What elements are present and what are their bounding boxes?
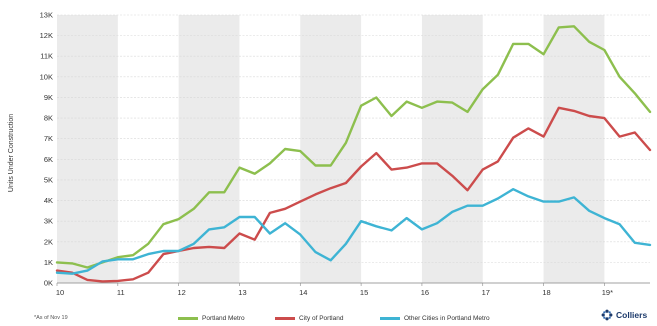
legend-label: Other Cities in Portland Metro [404,315,490,322]
year-band-2014 [300,15,362,283]
year-band-2018 [543,15,605,283]
series-lines [55,25,652,283]
y-tick-label: 0K [44,279,53,288]
series-line-other-cities-in-portland-metro [55,187,652,275]
x-tick-label: 16 [421,288,429,297]
y-tick-label: 7K [44,134,53,143]
y-tick-label: 3K [44,217,53,226]
colliers-logo: Colliers [601,309,647,321]
y-axis-label: Units Under Construction [8,114,15,192]
y-tick-label: 6K [44,155,53,164]
y-tick-label: 2K [44,237,53,246]
y-tick-label: 11K [40,52,53,61]
y-tick-label: 13K [40,11,53,20]
y-tick-label: 1K [44,258,53,267]
x-tick-label: 10 [56,288,64,297]
year-band-2010 [57,15,118,283]
year-band-2016 [421,15,483,283]
x-tick-label: 17 [482,288,490,297]
axes [56,282,650,286]
logo-text: Colliers [616,310,648,320]
legend-item-other-cities: Other Cities in Portland Metro [380,315,490,322]
footnote: *As of Nov 19 [34,315,68,321]
y-tick-label: 12K [40,31,53,40]
x-tick-label: 14 [299,288,307,297]
legend-item-portland-metro: Portland Metro [178,315,245,322]
legend-label: Portland Metro [202,315,245,322]
series-line-portland-metro [55,25,652,269]
series-line-city-of-portland [55,106,652,283]
y-tick-label: 9K [44,93,53,102]
x-tick-label: 11 [117,288,125,297]
legend-swatch [178,317,198,320]
gridlines [57,14,650,284]
tick-labels: 0K 1K 2K 3K 4K 5K 6K 7K 8K 9K 10K 11K 12K 13K 10 11 12 13… [40,11,613,298]
year-band-2012 [178,15,240,283]
colliers-logo-icon [601,309,613,321]
y-tick-label: 4K [44,196,53,205]
y-tick-label: 8K [44,114,53,123]
legend-swatch [275,317,295,320]
x-tick-label: 18 [542,288,550,297]
x-tick-label: 13 [238,288,246,297]
legend-swatch [380,317,400,320]
legend-label: City of Portland [299,315,344,322]
y-tick-label: 10K [40,72,53,81]
x-tick-label: 12 [177,288,185,297]
year-shading-bands [57,15,605,283]
x-tick-label: 15 [360,288,368,297]
y-tick-label: 5K [44,175,53,184]
legend-item-city-of-portland: City of Portland [275,315,343,322]
x-tick-label: 19* [602,288,613,297]
